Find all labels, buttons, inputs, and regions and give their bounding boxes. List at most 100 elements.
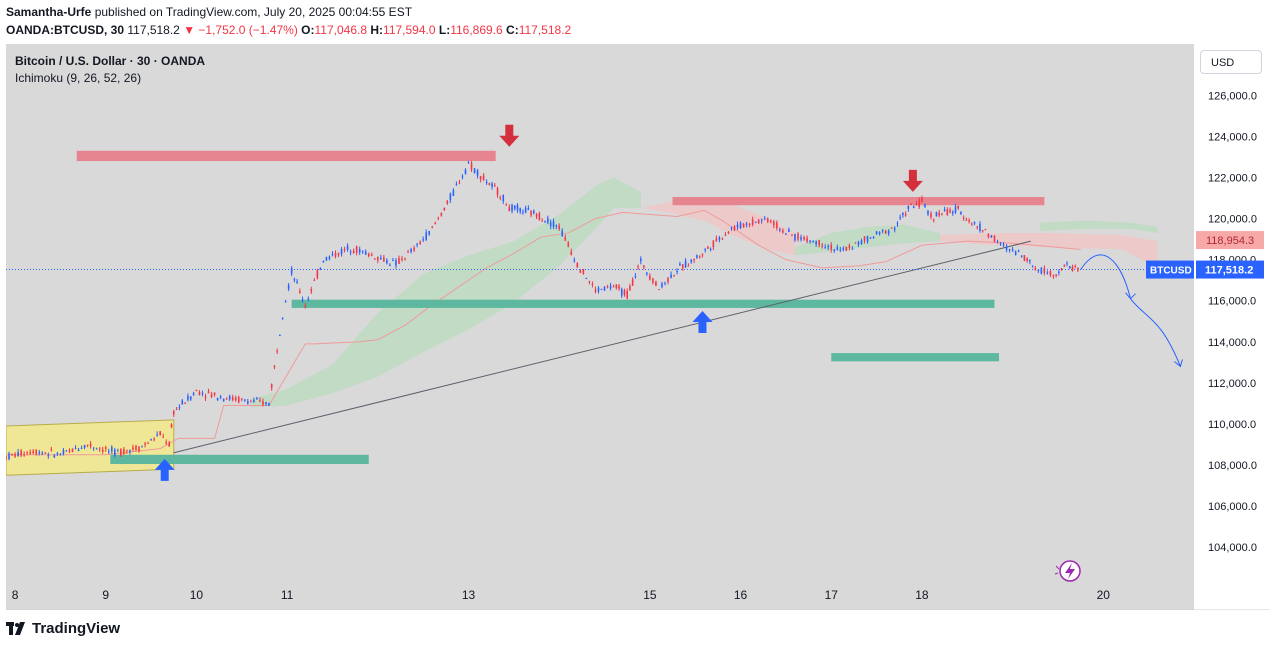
candle-body [612, 286, 615, 288]
candle-body [661, 283, 663, 288]
candle-body [1063, 265, 1066, 267]
candle-body [150, 438, 152, 440]
candle-body [875, 231, 878, 234]
candle-body [530, 210, 532, 216]
tradingview-logo-icon [6, 621, 25, 635]
candle-body [821, 245, 823, 247]
candle-body [401, 258, 403, 260]
candle-body [129, 450, 131, 453]
candle-body [373, 258, 376, 260]
candle-body [854, 242, 857, 244]
candle-body [71, 448, 74, 452]
candle-body [440, 213, 443, 216]
publish-info: Samantha-Urfe published on TradingView.c… [6, 5, 412, 19]
candle-body [1066, 263, 1068, 265]
candle-body [319, 268, 322, 270]
candle-body [470, 162, 473, 170]
candle-body [727, 231, 730, 234]
candle-body [123, 449, 125, 455]
candle-body [364, 251, 367, 255]
candle-body [307, 298, 310, 300]
candle-body [896, 223, 899, 225]
candle-body [698, 255, 701, 257]
candle-body [715, 238, 718, 242]
lightning-icon-sparks [1054, 565, 1060, 575]
candle-body [884, 230, 887, 234]
candle-body [990, 235, 993, 238]
candle-body [600, 288, 603, 290]
candle-body [890, 227, 893, 229]
candle-body [114, 449, 116, 456]
currency-button[interactable]: USD [1200, 50, 1262, 74]
candle-body [902, 212, 904, 216]
candle-body [431, 226, 434, 228]
candle-body [673, 275, 675, 277]
candle-body [491, 183, 493, 187]
candle-body [851, 248, 854, 250]
candle-body [693, 259, 695, 261]
y-tick-label: 120,000.0 [1208, 214, 1257, 226]
candle-body [198, 392, 201, 396]
candle-body [946, 209, 949, 216]
candle-body [579, 270, 582, 273]
candle-body [74, 447, 77, 449]
candle-body [626, 290, 629, 299]
candle-body [505, 204, 508, 206]
candle-body [316, 270, 319, 279]
candle-body [797, 233, 799, 240]
candle-body [80, 448, 83, 450]
candle-body [618, 285, 620, 289]
candle-body [32, 450, 35, 454]
chart-container[interactable]: 104,000.0 106,000.0 108,000.0 110,000.0 112,… [5, 44, 1270, 611]
candle-body [594, 289, 597, 292]
candle-body [915, 203, 918, 206]
candle-body [50, 449, 53, 451]
candle-body [576, 263, 579, 268]
candle-body [836, 247, 839, 250]
candle-body [887, 230, 890, 234]
candle-body [222, 398, 225, 402]
candle-body [237, 397, 240, 403]
candle-body [976, 226, 979, 228]
x-tick-label: 17 [825, 588, 839, 602]
candle-body [216, 398, 219, 400]
candle-body [138, 446, 140, 452]
tradingview-logo[interactable]: TradingView [6, 620, 120, 637]
candle-body [346, 245, 349, 250]
candle-body [785, 233, 787, 235]
candle-body [736, 224, 739, 228]
author-name[interactable]: Samantha-Urfe [6, 5, 92, 19]
candle-body [213, 392, 216, 395]
candle-body [1052, 274, 1055, 277]
candle-body [927, 210, 929, 215]
open-label: O: [301, 23, 315, 37]
candle-body [458, 182, 461, 184]
candle-body [932, 219, 935, 221]
candle-body [679, 263, 681, 266]
indicator-legend[interactable]: Ichimoku (9, 26, 52, 26) [15, 71, 142, 85]
candle-body [842, 248, 845, 250]
candle-body [527, 208, 530, 210]
candle-body [386, 260, 388, 264]
candle-body [98, 448, 101, 450]
candle-body [287, 285, 290, 289]
cloud-price-label-bg [1196, 231, 1264, 250]
candle-body [535, 214, 538, 217]
candle-body [640, 258, 642, 262]
candle-body [845, 246, 848, 251]
candle-body [467, 162, 470, 164]
price-chart[interactable]: 104,000.0 106,000.0 108,000.0 110,000.0 112,… [5, 44, 1270, 611]
x-tick-label: 20 [1097, 588, 1111, 602]
candle-body [377, 257, 379, 261]
candle-body [1017, 250, 1020, 252]
x-tick-label: 16 [734, 588, 748, 602]
candle-body [513, 205, 516, 209]
candle-body [806, 237, 808, 242]
candle-body [567, 242, 570, 247]
candle-body [256, 397, 258, 400]
candle-body [549, 222, 552, 227]
candle-body [800, 237, 802, 240]
candle-body [413, 247, 415, 251]
candle-body [751, 219, 754, 225]
candle-body [522, 211, 524, 213]
